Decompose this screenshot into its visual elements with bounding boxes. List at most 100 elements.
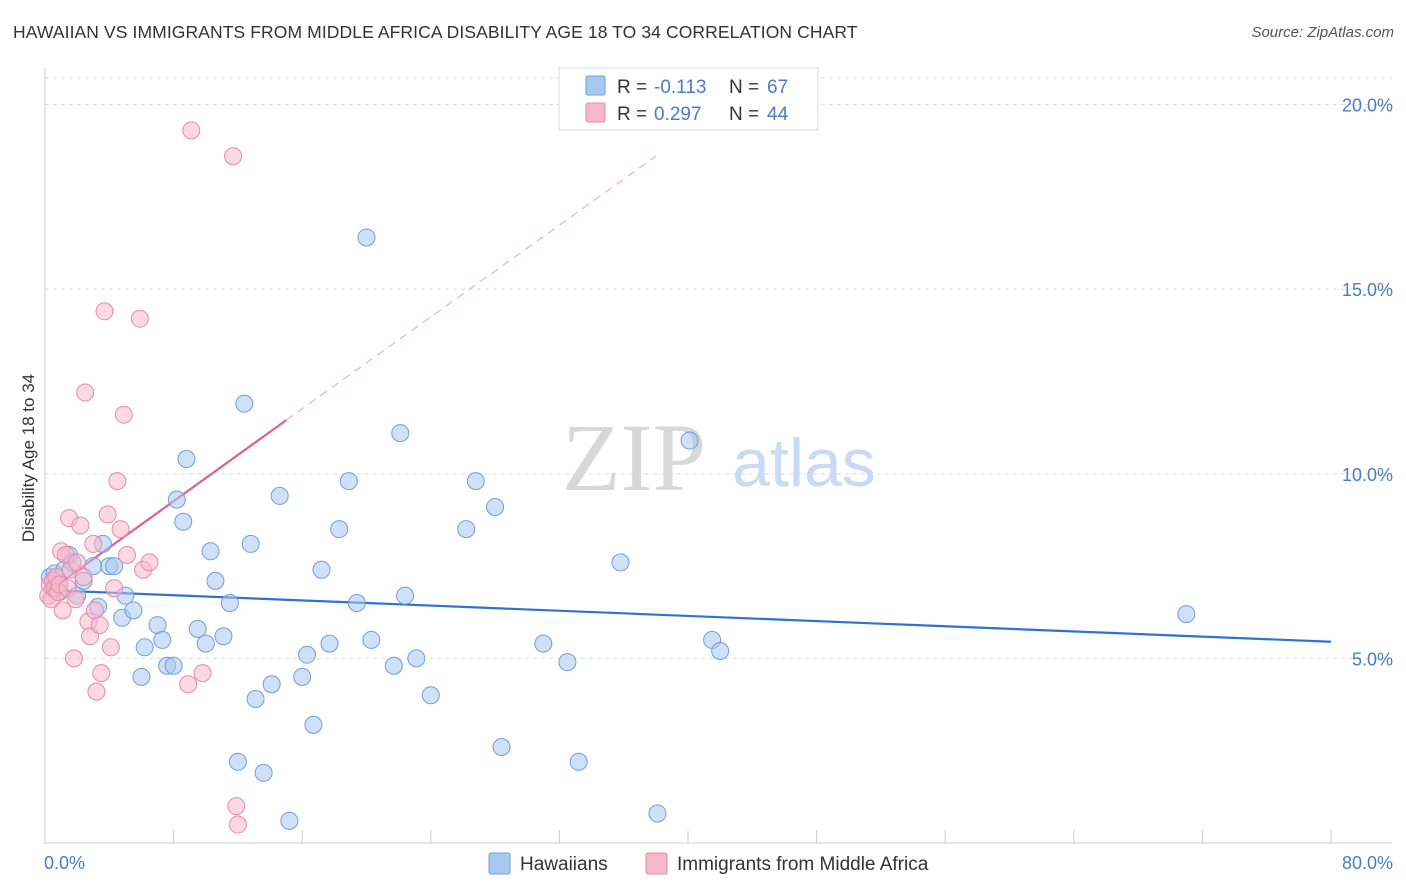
middle-africa-point — [66, 590, 85, 609]
hawaiians-point — [486, 498, 505, 516]
hawaiians-point — [457, 520, 476, 539]
x-tick-labels: 0.0% 80.0% — [44, 853, 1393, 873]
middle-africa-point — [98, 505, 117, 524]
hawaiians-point — [153, 630, 172, 649]
legend-label-middle-africa: Immigrants from Middle Africa — [677, 854, 929, 875]
hawaiians-point — [293, 667, 312, 686]
hawaiians-point — [492, 738, 511, 756]
middle-africa-point — [53, 601, 72, 620]
watermark-atlas: atlas — [732, 425, 876, 501]
middle-africa-point — [108, 472, 127, 491]
grid-lines — [45, 77, 1392, 659]
hawaiians-point — [254, 763, 273, 782]
hawaiians-point — [177, 450, 196, 468]
hawaiians-point — [362, 630, 381, 649]
stats-r-value-1: -0.113 — [654, 77, 706, 98]
hawaiians-point — [391, 424, 410, 443]
middle-africa-point — [193, 664, 212, 683]
middle-africa-point — [101, 638, 120, 657]
stats-r-value-2: 0.297 — [654, 104, 702, 125]
hawaiians-point — [339, 472, 358, 491]
legend-label-hawaiians: Hawaiians — [520, 854, 608, 875]
hawaiians-point — [206, 571, 225, 590]
hawaiians-point — [214, 627, 233, 646]
axes — [44, 68, 1392, 844]
hawaiians-point — [569, 752, 588, 771]
x-tick-label: 0.0% — [44, 853, 85, 873]
hawaiians-trend-line — [44, 588, 1332, 643]
chart-title: HAWAIIAN VS IMMIGRANTS FROM MIDDLE AFRIC… — [13, 22, 858, 42]
middle-africa-point — [227, 797, 246, 816]
stats-n-label-1: N = — [729, 77, 759, 98]
stats-n-label-2: N = — [729, 104, 759, 125]
stats-n-value-2: 44 — [767, 104, 789, 125]
middle-africa-point — [228, 815, 247, 834]
y-tick-label: 15.0% — [1342, 280, 1393, 300]
middle-africa-point — [182, 121, 201, 140]
hawaiians-point — [298, 645, 317, 664]
middle-africa-point — [105, 579, 124, 598]
hawaiians-point — [384, 656, 403, 675]
y-tick-label: 20.0% — [1342, 96, 1393, 116]
hawaiians-point — [201, 542, 220, 561]
hawaiians-point — [132, 667, 151, 686]
middle-africa-point — [84, 534, 103, 553]
data-points — [39, 121, 1196, 834]
middle-africa-point — [87, 682, 106, 701]
middle-africa-point — [64, 649, 83, 668]
stats-r-label-1: R = — [617, 77, 647, 98]
legend-swatch-hawaiians — [488, 852, 511, 875]
hawaiians-point — [241, 534, 260, 553]
middle-africa-point — [95, 302, 114, 321]
middle-africa-point — [71, 516, 90, 535]
hawaiians-point — [711, 642, 730, 660]
middle-africa-trend-extension — [285, 155, 657, 421]
hawaiians-point — [167, 490, 186, 509]
middle-africa-point — [90, 616, 109, 635]
watermark-zip: ZIP — [562, 404, 706, 511]
hawaiians-point — [105, 557, 124, 576]
hawaiians-point — [196, 634, 215, 653]
middle-africa-point — [117, 546, 136, 564]
hawaiians-point — [164, 656, 183, 675]
middle-africa-point — [114, 405, 133, 424]
hawaiians-point — [246, 690, 265, 708]
stats-n-value-1: 67 — [767, 77, 788, 98]
hawaiians-point — [220, 594, 239, 612]
hawaiians-point — [396, 586, 415, 605]
hawaiians-point — [611, 553, 630, 572]
y-tick-labels: 5.0% 10.0% 15.0% 20.0% — [1342, 96, 1393, 670]
stats-swatch-blue — [585, 75, 606, 96]
hawaiians-point — [235, 394, 254, 413]
hawaiians-point — [280, 811, 299, 830]
hawaiians-point — [320, 634, 339, 653]
y-tick-label: 10.0% — [1342, 465, 1393, 485]
legend-swatch-middle-africa — [645, 852, 668, 875]
hawaiians-point — [330, 520, 349, 539]
middle-africa-point — [224, 147, 243, 166]
source-credit: Source: ZipAtlas.com — [1251, 24, 1394, 41]
x-tick-label: 80.0% — [1342, 853, 1393, 873]
hawaiians-point — [1177, 605, 1196, 624]
y-axis-label: Disability Age 18 to 34 — [19, 374, 38, 542]
hawaiians-point — [534, 634, 553, 653]
hawaiians-point — [357, 228, 376, 247]
watermark: ZIP atlas — [562, 404, 876, 511]
middle-africa-point — [111, 520, 130, 539]
middle-africa-point — [92, 664, 111, 683]
hawaiians-point — [421, 686, 440, 705]
hawaiians-point — [680, 431, 699, 450]
hawaiians-point — [558, 653, 577, 672]
middle-africa-point — [140, 553, 159, 572]
hawaiians-point — [174, 512, 193, 531]
hawaiians-point — [304, 715, 323, 734]
stats-r-label-2: R = — [617, 104, 647, 125]
middle-africa-point — [76, 383, 95, 402]
middle-africa-point — [130, 309, 149, 328]
series-legend: Hawaiians Immigrants from Middle Africa — [488, 852, 929, 875]
hawaiians-point — [312, 560, 331, 579]
hawaiians-point — [124, 601, 143, 620]
hawaiians-point — [188, 619, 207, 638]
stats-legend: R = -0.113 N = 67 R = 0.297 N = 44 — [558, 67, 819, 131]
